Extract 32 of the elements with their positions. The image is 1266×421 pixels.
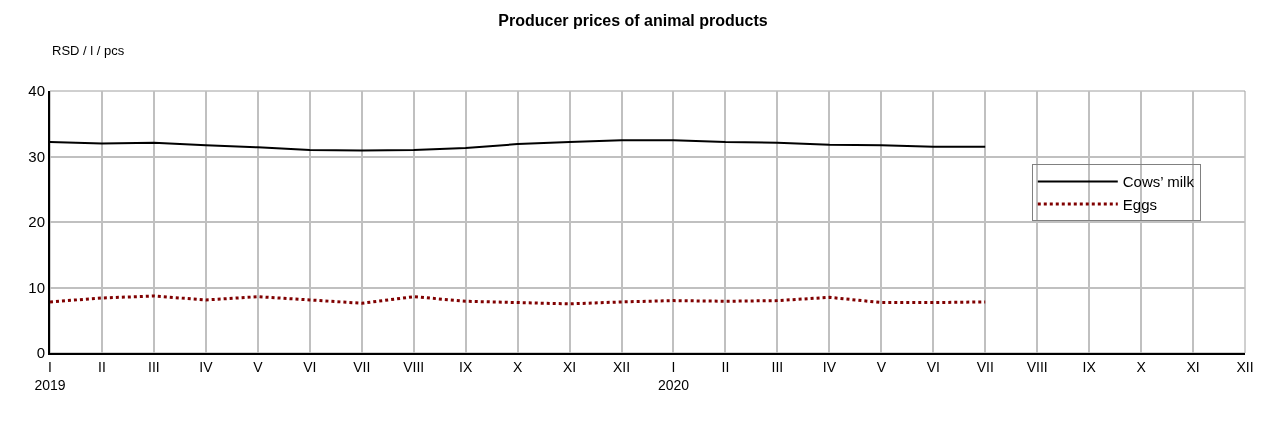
x-tick-label: IV (822, 358, 837, 375)
x-tick-label: VI (303, 358, 317, 375)
y-axis-title: RSD / l / pcs (52, 43, 125, 58)
x-tick-label: X (512, 358, 523, 375)
x-tick-label: III (148, 358, 160, 375)
x-tick-label: VIII (403, 358, 425, 375)
x-tick-label: XI (1186, 358, 1200, 375)
text: Eggs (1122, 195, 1157, 213)
x-tick-label: XII (1236, 358, 1254, 375)
line-series (50, 294, 987, 306)
x-tick-label: VIII (1026, 358, 1048, 375)
x-tick-label: IX (459, 358, 473, 375)
x-tick-label: VII (976, 358, 994, 375)
x-tick-label: IX (1082, 358, 1097, 375)
y-tick-label: 10 (28, 278, 45, 296)
x-tick-label: VI (926, 358, 940, 375)
x-tick-label: VII (353, 358, 371, 375)
x-tick-label: V (253, 358, 264, 375)
x-tick-label: X (1136, 358, 1147, 375)
x-tick-label: I 2020 (657, 358, 690, 393)
x-tick-label: XII (612, 358, 631, 375)
text: Cows’ milk (1122, 173, 1195, 191)
x-tick-label: XI (562, 358, 577, 375)
x-tick-label: II (98, 358, 106, 375)
y-tick-label: 40 (28, 82, 45, 100)
x-tick-label: IV (199, 358, 214, 375)
x-tick-label: V (876, 358, 887, 375)
x-tick-label: III (771, 358, 784, 375)
y-tick-label: 30 (28, 147, 45, 165)
x-tick-label: II (721, 358, 730, 375)
y-tick-label: 20 (28, 213, 45, 231)
chart-title: Producer prices of animal products (498, 11, 768, 29)
